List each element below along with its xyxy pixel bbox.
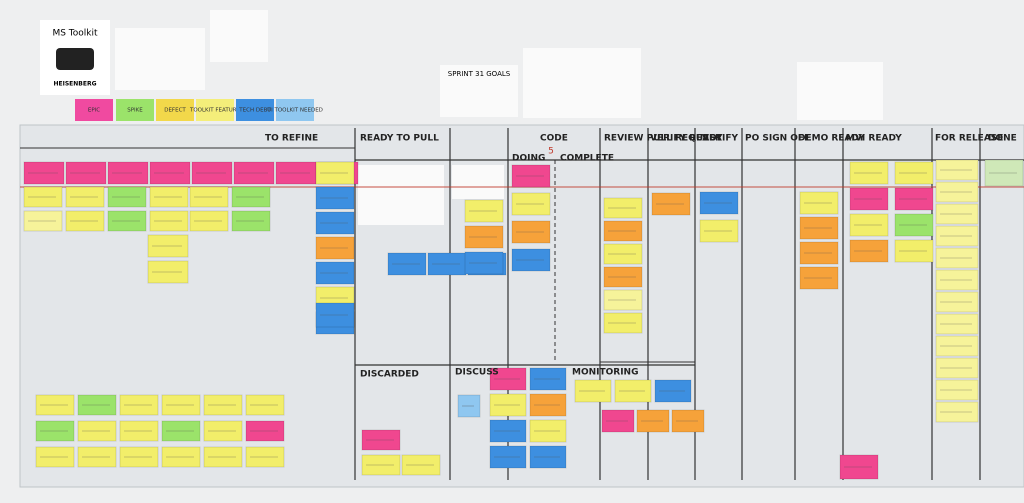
column-header: TO REFINE [265, 134, 318, 144]
column-header: FOR RELEASE [935, 134, 1003, 144]
paper-note [452, 165, 504, 199]
column-header: REVIEW PULL REQUEST [604, 134, 723, 144]
column-header: VERIFY [702, 134, 739, 144]
legend-sticky [236, 99, 274, 121]
paper-note [523, 48, 641, 118]
legend-sticky [196, 99, 234, 121]
legend-label: SPIKE [127, 108, 143, 114]
swimlane: MONITORING [572, 368, 638, 378]
legend-sticky [156, 99, 194, 121]
paper-note [440, 65, 518, 117]
swimlane: DISCARDED [360, 370, 419, 380]
legend-label: DEFECT [164, 108, 186, 114]
legend-sticky [116, 99, 154, 121]
paper-note [358, 165, 444, 225]
paper-note [115, 28, 205, 90]
sub-column: COMPLETE [560, 154, 614, 164]
poster-name: HEISENBERG [53, 81, 96, 88]
legend-sticky [276, 99, 314, 121]
sprint-goals: SPRINT 31 GOALS [448, 70, 511, 78]
legend-label: TOOLKIT FEATURE [189, 108, 241, 114]
column-header: CODE [540, 134, 568, 144]
legend-label: UI TOOLKIT NEEDED [267, 108, 323, 114]
column-header: VERIFY READY [650, 134, 723, 144]
legend-sticky [75, 99, 113, 121]
column-header: READY TO PULL [360, 134, 439, 144]
legend-label: TECH DEBT [238, 108, 271, 114]
paper-note [210, 10, 268, 62]
paper-note [797, 62, 883, 120]
swimlane: DISCUSS [455, 368, 499, 378]
column-header: DEMO READY [798, 134, 865, 144]
column-header: MVI READY [846, 134, 902, 144]
column-header: DONE [988, 134, 1017, 144]
sub-column: DOING [512, 154, 545, 164]
poster-icon [56, 48, 94, 70]
wip-limit: 5 [548, 147, 554, 157]
poster-title: MS Toolkit [52, 29, 98, 39]
legend-label: EPIC [88, 108, 100, 114]
column-header: PO SIGN OFF [745, 134, 810, 144]
